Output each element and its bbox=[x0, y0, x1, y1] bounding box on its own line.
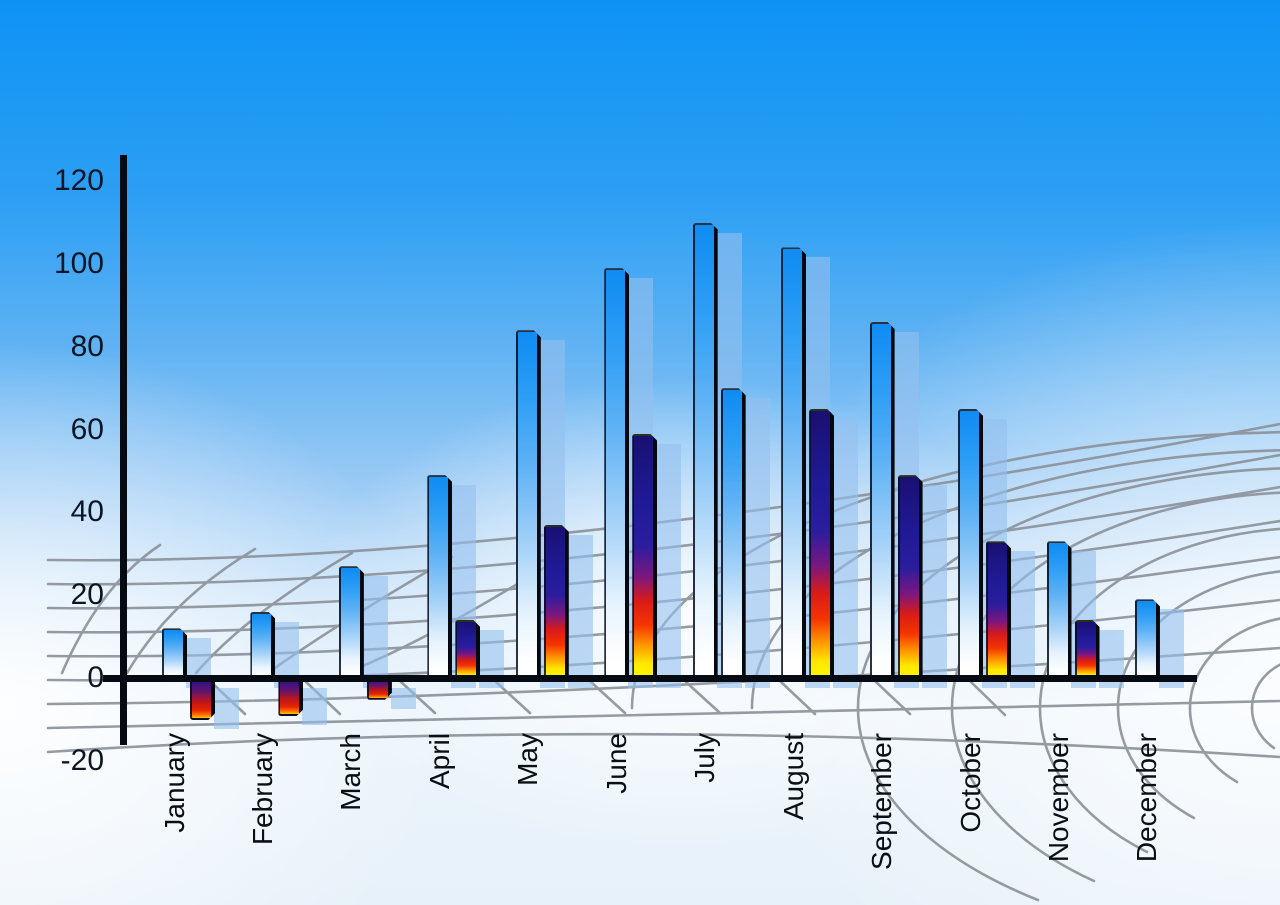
month-label-december: December bbox=[1131, 733, 1163, 863]
y-tick-60: 60 bbox=[70, 412, 104, 446]
bar-shadow bbox=[214, 688, 239, 730]
bar-january-series2 bbox=[190, 679, 215, 720]
bar-august-series1 bbox=[781, 247, 806, 678]
bar-august-series2 bbox=[809, 409, 834, 678]
y-tick--20: -20 bbox=[60, 743, 104, 777]
bar-shadow bbox=[744, 398, 770, 688]
bar-november-series1 bbox=[1047, 541, 1072, 678]
month-label-april: April bbox=[423, 733, 455, 790]
y-tick-100: 100 bbox=[53, 247, 104, 280]
y-tick-0: 0 bbox=[87, 661, 104, 694]
month-label-january: January bbox=[158, 733, 190, 833]
bar-shadow bbox=[656, 443, 682, 688]
month-label-september: September bbox=[866, 733, 898, 870]
bar-september-series1 bbox=[870, 322, 895, 678]
bar-february-series1 bbox=[250, 612, 275, 678]
y-axis-line bbox=[120, 155, 127, 745]
bar-june-series1 bbox=[604, 268, 629, 678]
x-axis-zero-line bbox=[103, 675, 1197, 682]
month-label-november: November bbox=[1043, 733, 1074, 863]
bar-march-series2 bbox=[367, 679, 392, 700]
bar-shadow bbox=[567, 534, 593, 688]
bar-september-series2 bbox=[898, 475, 923, 678]
y-tick-20: 20 bbox=[70, 578, 104, 612]
bar-june-series2 bbox=[632, 434, 657, 678]
month-label-march: March bbox=[335, 733, 367, 811]
bar-shadow bbox=[302, 688, 328, 726]
y-tick-40: 40 bbox=[70, 495, 104, 529]
bar-may-series2 bbox=[544, 525, 569, 678]
bar-shadow bbox=[1158, 609, 1184, 688]
bar-april-series2 bbox=[455, 620, 480, 678]
bar-shadow bbox=[362, 576, 388, 688]
month-label-may: May bbox=[512, 733, 544, 786]
bar-march-series1 bbox=[339, 566, 364, 678]
bar-july-series1 bbox=[693, 223, 718, 678]
y-tick-80: 80 bbox=[70, 329, 104, 363]
bar-october-series2 bbox=[986, 541, 1011, 678]
bar-shadow bbox=[1010, 551, 1036, 688]
month-label-august: August bbox=[777, 733, 809, 821]
y-tick-120: 120 bbox=[53, 164, 104, 198]
bar-october-series1 bbox=[958, 409, 983, 678]
bar-february-series2 bbox=[278, 679, 303, 716]
month-label-october: October bbox=[954, 733, 986, 833]
month-label-july: July bbox=[689, 733, 721, 783]
bar-shadow bbox=[390, 688, 416, 709]
bar-shadow bbox=[833, 418, 859, 688]
bar-shadow bbox=[921, 485, 947, 688]
bar-may-series1 bbox=[516, 330, 541, 678]
bar-july-series2 bbox=[721, 388, 746, 678]
month-label-june: June bbox=[600, 733, 632, 794]
bar-april-series1 bbox=[427, 475, 452, 678]
bar-november-series2 bbox=[1075, 620, 1100, 678]
bar-january-series1 bbox=[162, 628, 187, 678]
month-label-february: February bbox=[246, 733, 278, 846]
bar-december-series1 bbox=[1135, 599, 1160, 678]
